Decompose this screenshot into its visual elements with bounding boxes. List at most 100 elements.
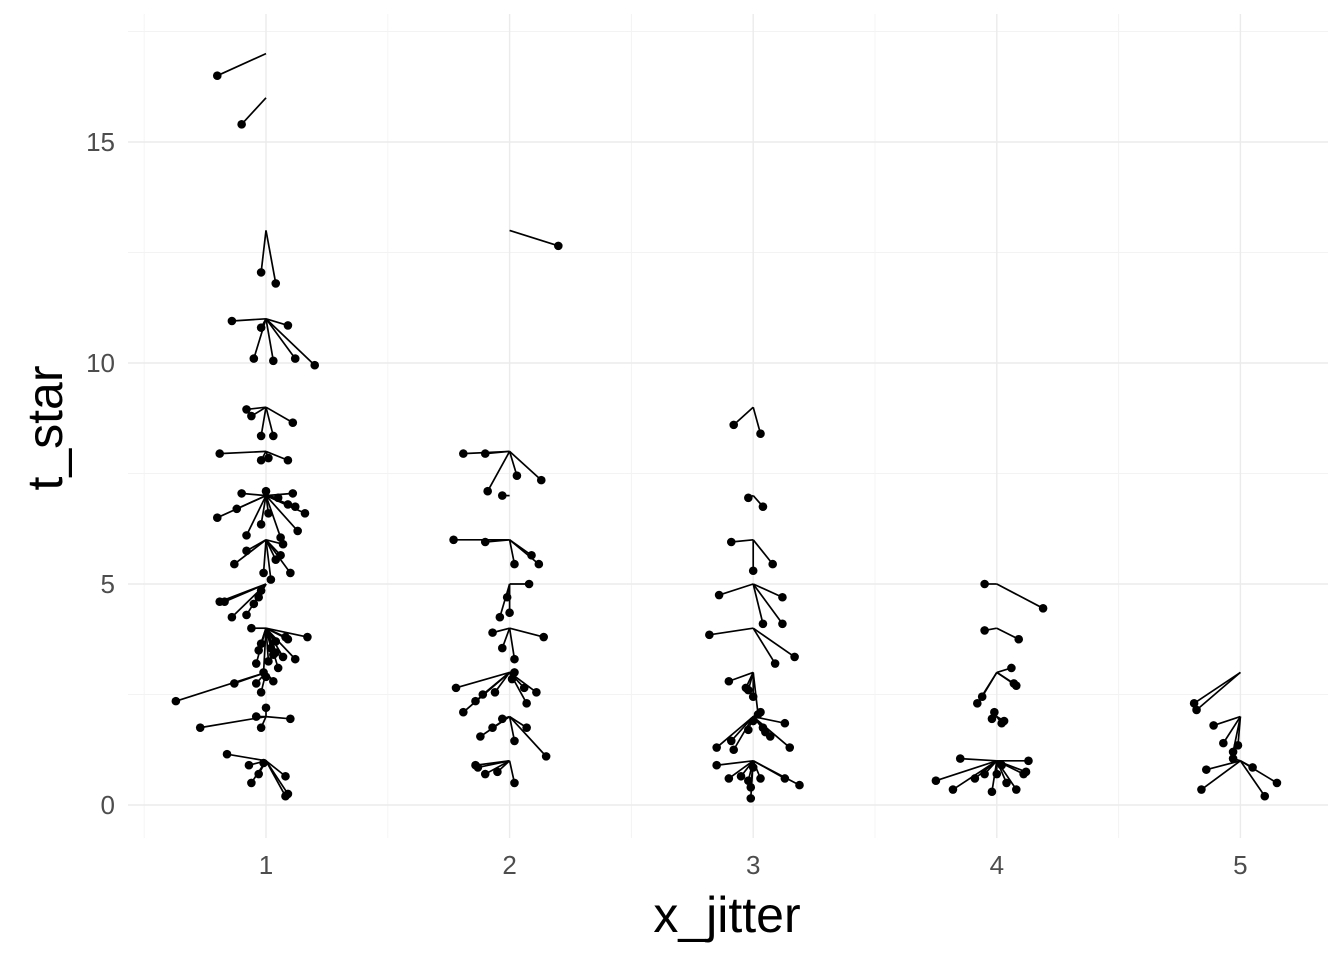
data-point: [290, 354, 300, 363]
jitter-segment: [236, 494, 267, 510]
data-point: [1014, 634, 1024, 644]
data-point: [256, 687, 266, 697]
data-point: [522, 723, 531, 732]
data-point: [765, 732, 775, 741]
data-point: [251, 679, 261, 688]
data-point: [748, 716, 758, 726]
data-point: [1007, 663, 1016, 673]
data-point: [256, 268, 266, 277]
data-point: [712, 743, 721, 752]
jitter-segment: [265, 406, 294, 424]
jitter-segment: [455, 671, 510, 689]
data-point: [290, 502, 300, 511]
jitter-segment: [1200, 760, 1241, 791]
jitter-segment: [508, 716, 547, 757]
jitter-segment: [265, 627, 308, 638]
data-point: [288, 418, 298, 427]
data-point: [283, 321, 293, 330]
data-point: [212, 71, 222, 80]
data-point: [980, 769, 989, 779]
data-point: [785, 743, 795, 752]
data-point: [264, 508, 273, 518]
jitter-segment: [1239, 760, 1278, 784]
data-point: [970, 774, 980, 783]
jitter-segment: [1239, 760, 1266, 797]
data-point: [451, 683, 461, 693]
y-axis-ticks: 0 5 10 15: [86, 127, 115, 820]
jitter-segment: [1193, 671, 1241, 705]
point-layer: [171, 71, 1282, 803]
data-point: [281, 771, 290, 781]
data-point: [242, 546, 251, 556]
data-point: [744, 493, 753, 503]
jitter-segment: [260, 230, 267, 273]
data-point: [242, 405, 251, 414]
data-point: [495, 612, 505, 622]
data-point: [1201, 765, 1211, 774]
jitter-segment: [216, 52, 267, 77]
data-point: [269, 356, 278, 366]
jitter-segment: [509, 627, 544, 638]
jitter-segment: [477, 759, 510, 769]
data-point: [726, 537, 736, 547]
jitter-segment: [752, 627, 776, 665]
jitter-segment: [935, 759, 998, 782]
data-point: [744, 725, 753, 735]
jitter-segment: [509, 450, 542, 481]
data-point: [756, 707, 765, 717]
data-point: [1011, 785, 1021, 794]
data-point: [510, 654, 519, 664]
jitter-segment: [265, 760, 289, 795]
data-point: [244, 760, 254, 770]
y-tick-label: 5: [101, 569, 115, 599]
data-point: [980, 626, 989, 635]
jitter-segment: [265, 627, 296, 660]
data-point: [278, 539, 288, 549]
data-point: [310, 360, 320, 370]
jitter-segment: [260, 495, 267, 525]
data-point: [756, 774, 765, 783]
data-point: [712, 760, 721, 770]
data-point: [256, 586, 266, 595]
jitter-segment: [752, 583, 764, 624]
data-point: [493, 767, 502, 777]
data-point: [1248, 763, 1257, 772]
jitter-segment: [752, 539, 774, 565]
jitter-segment: [752, 583, 784, 625]
data-point: [220, 597, 229, 606]
x-tick-label: 5: [1233, 850, 1247, 880]
data-point: [230, 679, 239, 688]
jitter-segment: [1213, 715, 1241, 727]
jitter-segment: [718, 583, 754, 596]
data-point: [497, 714, 507, 724]
jitter-segment: [265, 318, 296, 360]
data-point: [293, 526, 302, 536]
data-point: [256, 455, 266, 465]
jitter-segment: [226, 753, 267, 762]
data-point: [290, 654, 300, 664]
data-point: [237, 489, 246, 498]
data-point: [247, 623, 256, 633]
data-point: [483, 486, 492, 496]
data-point: [286, 714, 295, 724]
data-point: [256, 520, 266, 529]
data-point: [1209, 721, 1218, 730]
data-point: [714, 590, 724, 600]
jitter-segment: [262, 628, 267, 673]
segment-layer: [175, 52, 1278, 799]
data-point: [997, 760, 1006, 770]
jitter-segment: [265, 406, 275, 437]
data-point: [790, 652, 799, 662]
data-point: [232, 504, 242, 514]
data-point: [476, 732, 485, 741]
jitter-segment: [996, 583, 1044, 610]
data-point: [237, 120, 246, 129]
data-point: [251, 712, 261, 721]
data-point: [748, 566, 758, 576]
data-point: [459, 707, 468, 717]
data-point: [780, 774, 790, 783]
data-point: [931, 776, 941, 785]
data-point: [1233, 741, 1243, 750]
data-point: [510, 736, 519, 746]
jitter-segment: [1222, 716, 1242, 744]
